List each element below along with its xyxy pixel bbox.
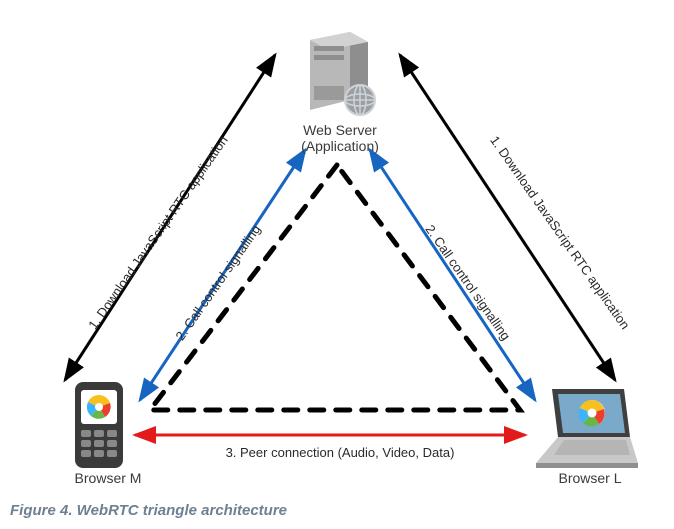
browser-m-label: Browser M	[48, 470, 168, 486]
signal-right-arrow	[370, 150, 535, 400]
web-server-label-line1: Web Server	[303, 122, 377, 138]
web-server-label-line2: (Application)	[301, 138, 379, 154]
web-server-label: Web Server (Application)	[260, 122, 420, 154]
download-right-label: 1. Download JavaScript RTC application	[479, 122, 640, 344]
laptop-icon	[530, 385, 640, 465]
mobile-phone-icon	[70, 380, 128, 470]
signal-right-label: 2. Call control signalling	[410, 204, 526, 360]
download-left-label: 1. Download JavaScript RTC application	[77, 122, 238, 344]
browser-l-label: Browser L	[530, 470, 650, 486]
diagram-stage: Web Server (Application)	[0, 0, 674, 529]
peer-connection-label: 3. Peer connection (Audio, Video, Data)	[160, 445, 520, 460]
signal-left-label: 2. Call control signalling	[160, 204, 276, 360]
figure-caption: Figure 4. WebRTC triangle architecture	[10, 502, 287, 519]
web-server-icon	[300, 22, 380, 117]
